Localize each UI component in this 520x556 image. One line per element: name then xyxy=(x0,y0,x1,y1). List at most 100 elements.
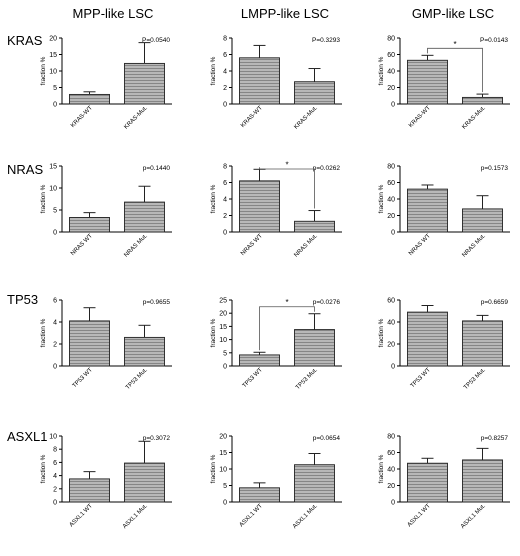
category-label: NRAS Mut. xyxy=(461,233,487,259)
y-tick-label: 0 xyxy=(53,230,57,237)
bar-chart-tp53-0: 0 2 4 6 fraction % TP53 WT TP53 Mut. p=0.9655 xyxy=(40,298,172,391)
y-axis-label: fraction % xyxy=(40,184,47,213)
bar xyxy=(239,180,280,233)
y-tick-label: 2 xyxy=(53,342,57,349)
y-tick-label: 15 xyxy=(219,450,227,457)
bar xyxy=(407,311,448,367)
y-tick-label: 15 xyxy=(49,164,57,171)
row-title-tp53: TP53 xyxy=(7,292,39,307)
y-tick-label: 0 xyxy=(391,102,395,109)
bar-chart-kras-1: 0 2 4 6 8 fraction % KRAS-WT KRAS-Mut. P=0.3293 xyxy=(210,36,342,131)
y-tick-label: 2 xyxy=(223,85,227,92)
y-tick-label: 5 xyxy=(223,483,227,490)
bar xyxy=(239,354,280,367)
y-tick-label: 40 xyxy=(387,467,395,474)
column-title-gmp: GMP-like LSC xyxy=(411,6,495,21)
y-tick-label: 6 xyxy=(53,460,57,467)
y-tick-label: 8 xyxy=(223,36,227,43)
y-tick-label: 5 xyxy=(223,350,227,357)
category-label: ASXL1 Mut. xyxy=(122,503,149,530)
bar xyxy=(294,464,335,503)
category-label: NRAS Mut. xyxy=(123,233,149,259)
bar-chart-asxl1-1: 0 5 10 15 20 fraction % ASXL1 WT ASXL1 Mut. p=0.… xyxy=(210,434,342,530)
p-value-label: p=0.1440 xyxy=(143,165,171,172)
y-tick-label: 0 xyxy=(223,500,227,507)
bar xyxy=(124,201,165,233)
category-label: KRAS-WT xyxy=(240,105,264,129)
p-value-label: p=0.3072 xyxy=(143,435,171,442)
bar xyxy=(239,57,280,105)
bar xyxy=(69,93,110,105)
y-tick-label: 40 xyxy=(387,197,395,204)
significance-mark: * xyxy=(285,298,288,307)
y-tick-label: 20 xyxy=(49,36,57,43)
bar xyxy=(462,208,503,233)
bar-chart-tp53-1: 0 5 10 15 20 25 fraction % TP53 WT TP53 Mut. p=0.… xyxy=(210,298,342,391)
bar xyxy=(407,59,448,105)
y-tick-label: 10 xyxy=(219,467,227,474)
category-label: ASXL1 Mut. xyxy=(292,503,319,530)
p-value-label: P=0.0540 xyxy=(142,37,170,44)
y-tick-label: 0 xyxy=(391,364,395,371)
y-tick-label: 0 xyxy=(391,500,395,507)
bar-chart-nras-2: 0 20 40 60 80 fraction % NRAS WT NRAS Mut. p=0.1… xyxy=(378,164,510,259)
bar-chart-kras-2: 0 20 40 60 80 fraction % KRAS-WT KRAS-Mut. P=0.0… xyxy=(378,36,510,131)
y-tick-label: 20 xyxy=(219,434,227,441)
bar xyxy=(294,81,335,105)
y-tick-label: 4 xyxy=(53,473,57,480)
y-axis-label: fraction % xyxy=(210,184,217,213)
p-value-label: P=0.0143 xyxy=(480,37,508,44)
significance-mark: * xyxy=(285,161,288,170)
y-tick-label: 60 xyxy=(387,180,395,187)
y-tick-label: 0 xyxy=(53,102,57,109)
y-tick-label: 6 xyxy=(223,52,227,59)
y-axis-label: fraction % xyxy=(378,454,385,483)
y-axis-label: fraction % xyxy=(40,318,47,347)
y-tick-label: 60 xyxy=(387,52,395,59)
bar xyxy=(124,62,165,105)
significance-bracket xyxy=(259,167,315,209)
y-tick-label: 0 xyxy=(53,364,57,371)
y-tick-label: 15 xyxy=(219,324,227,331)
y-tick-label: 60 xyxy=(387,450,395,457)
bar xyxy=(69,478,110,503)
bar xyxy=(69,320,110,367)
y-tick-label: 6 xyxy=(53,298,57,305)
bar xyxy=(407,188,448,233)
y-tick-label: 20 xyxy=(387,342,395,349)
y-tick-label: 0 xyxy=(223,230,227,237)
category-label: ASXL1 WT xyxy=(239,503,264,528)
p-value-label: p=0.0262 xyxy=(313,165,341,172)
y-tick-label: 8 xyxy=(223,164,227,171)
y-tick-label: 40 xyxy=(387,320,395,327)
bar xyxy=(294,220,335,233)
bar-chart-nras-0: 0 5 10 15 fraction % NRAS WT NRAS Mut. p=0.1440 xyxy=(40,164,172,259)
significance-bracket xyxy=(427,47,483,93)
category-label: TP53 Mut. xyxy=(463,367,487,391)
category-label: TP53 WT xyxy=(410,367,432,389)
y-tick-label: 8 xyxy=(53,447,57,454)
y-tick-label: 40 xyxy=(387,69,395,76)
y-tick-label: 15 xyxy=(49,52,57,59)
y-tick-label: 25 xyxy=(219,298,227,305)
category-label: KRAS-WT xyxy=(70,105,94,129)
category-label: KRAS-Mut. xyxy=(461,105,487,131)
y-axis-label: fraction % xyxy=(210,318,217,347)
category-label: TP53 Mut. xyxy=(125,367,149,391)
bar xyxy=(462,459,503,503)
y-axis-label: fraction % xyxy=(210,56,217,85)
y-tick-label: 6 xyxy=(223,180,227,187)
category-label: ASXL1 WT xyxy=(69,503,94,528)
category-label: KRAS-Mut. xyxy=(123,105,149,131)
y-tick-label: 2 xyxy=(53,486,57,493)
row-title-nras: NRAS xyxy=(7,162,44,177)
bar xyxy=(407,462,448,503)
y-tick-label: 5 xyxy=(53,208,57,215)
row-title-kras: KRAS xyxy=(7,33,43,48)
y-tick-label: 0 xyxy=(391,230,395,237)
bar xyxy=(239,487,280,503)
bar-chart-nras-1: 0 2 4 6 8 fraction % NRAS WT NRAS Mut. p=0.0262 * xyxy=(210,161,342,259)
y-tick-label: 10 xyxy=(49,69,57,76)
bar xyxy=(294,329,335,367)
y-tick-label: 4 xyxy=(223,197,227,204)
